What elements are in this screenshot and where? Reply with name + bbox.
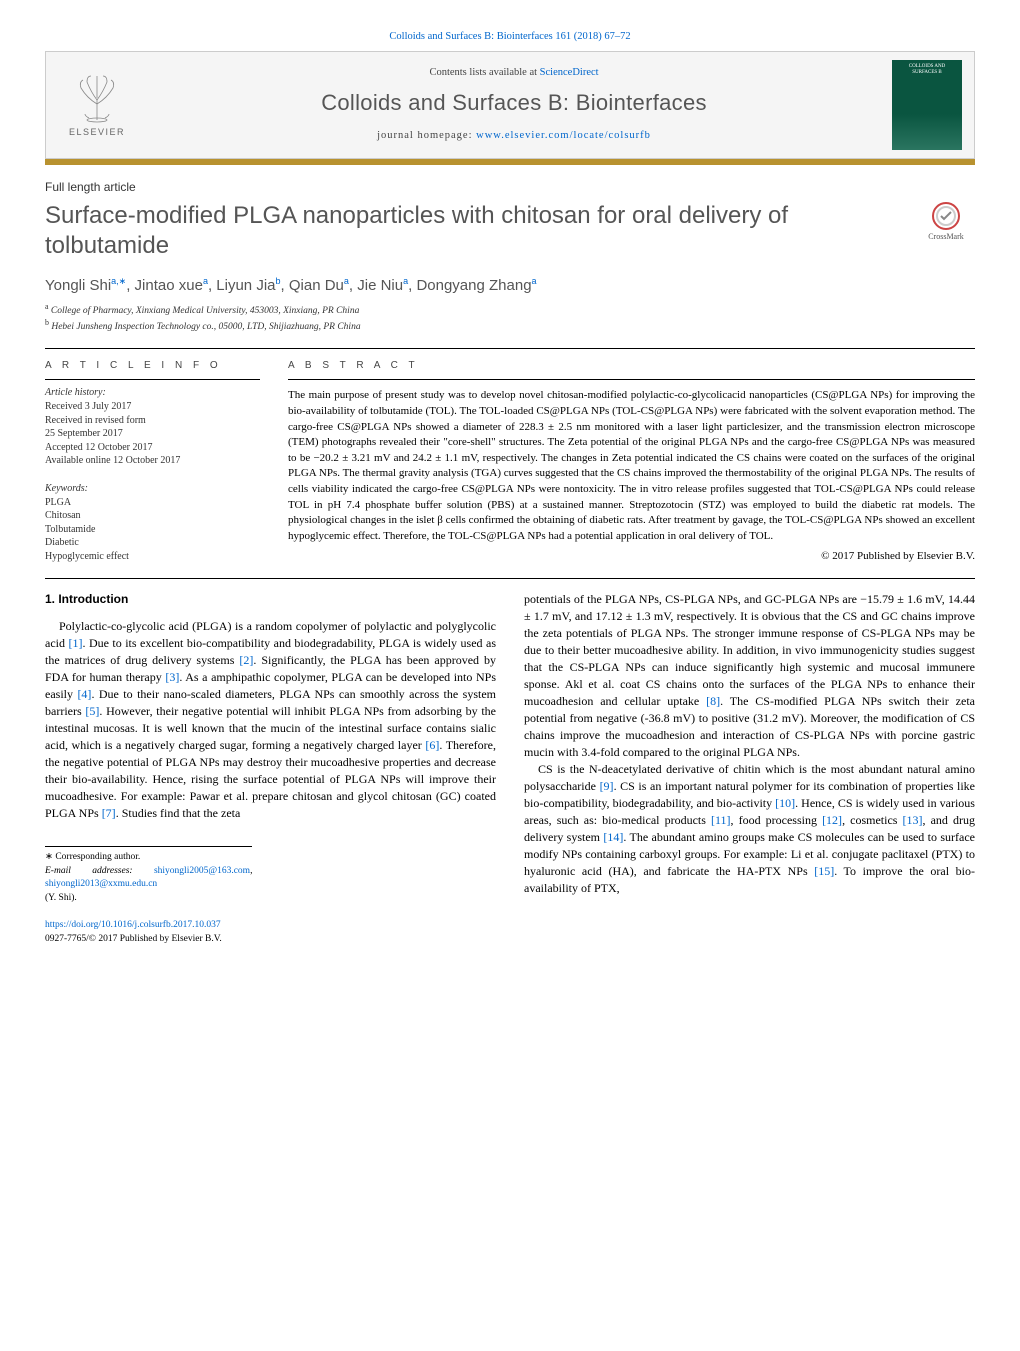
- elsevier-label: ELSEVIER: [69, 126, 125, 139]
- keywords-heading: Keywords:: [45, 482, 260, 496]
- article-title: Surface-modified PLGA nanoparticles with…: [45, 201, 903, 261]
- sciencedirect-link[interactable]: ScienceDirect: [540, 67, 599, 78]
- body-right-para-1: potentials of the PLGA NPs, CS-PLGA NPs,…: [524, 591, 975, 761]
- email-label: E-mail addresses:: [45, 866, 154, 876]
- journal-reference: Colloids and Surfaces B: Biointerfaces 1…: [45, 30, 975, 45]
- abstract-heading: A B S T R A C T: [288, 359, 975, 373]
- email-2[interactable]: shiyongli2013@xxmu.edu.cn: [45, 879, 157, 889]
- doi-line: https://doi.org/10.1016/j.colsurfb.2017.…: [45, 919, 496, 932]
- page: Colloids and Surfaces B: Biointerfaces 1…: [0, 0, 1020, 986]
- corresponding-author: ∗ Corresponding author.: [45, 851, 252, 864]
- header-center: Contents lists available at ScienceDirec…: [150, 66, 878, 144]
- body-left-column: 1. Introduction Polylactic-co-glycolic a…: [45, 591, 496, 946]
- contents-line: Contents lists available at ScienceDirec…: [150, 66, 878, 81]
- abstract-divider: [288, 379, 975, 380]
- email-name: (Y. Shi).: [45, 892, 252, 905]
- crossmark-label: CrossMark: [928, 231, 964, 242]
- journal-reference-link[interactable]: Colloids and Surfaces B: Biointerfaces 1…: [389, 31, 630, 42]
- article-info-column: A R T I C L E I N F O Article history: R…: [45, 359, 260, 563]
- info-divider: [45, 379, 260, 380]
- history-lines: Received 3 July 2017Received in revised …: [45, 400, 260, 468]
- journal-header: ELSEVIER Contents lists available at Sci…: [45, 51, 975, 159]
- body-left-para: Polylactic-co-glycolic acid (PLGA) is a …: [45, 618, 496, 822]
- copyright: © 2017 Published by Elsevier B.V.: [288, 549, 975, 564]
- crossmark-badge[interactable]: CrossMark: [917, 201, 975, 243]
- body-right-para-2: CS is the N-deacetylated derivative of c…: [524, 761, 975, 897]
- keywords-block: Keywords: PLGAChitosanTolbutamideDiabeti…: [45, 482, 260, 564]
- title-row: Surface-modified PLGA nanoparticles with…: [45, 201, 975, 261]
- authors: Yongli Shia,∗, Jintao xuea, Liyun Jiab, …: [45, 275, 975, 296]
- body-columns: 1. Introduction Polylactic-co-glycolic a…: [45, 591, 975, 946]
- cover-text: COLLOIDS AND SURFACES B: [896, 64, 958, 76]
- info-abstract-row: A R T I C L E I N F O Article history: R…: [45, 359, 975, 563]
- footnotes: ∗ Corresponding author. E-mail addresses…: [45, 846, 252, 905]
- doi-link[interactable]: https://doi.org/10.1016/j.colsurfb.2017.…: [45, 920, 221, 930]
- keywords-list: PLGAChitosanTolbutamideDiabeticHypoglyce…: [45, 496, 260, 564]
- homepage-prefix: journal homepage:: [377, 130, 476, 141]
- article-type: Full length article: [45, 179, 975, 196]
- color-bar: [45, 159, 975, 165]
- journal-cover-thumb: COLLOIDS AND SURFACES B: [892, 60, 962, 150]
- email-1[interactable]: shiyongli2005@163.com: [154, 866, 250, 876]
- divider-bottom: [45, 578, 975, 579]
- homepage-link[interactable]: www.elsevier.com/locate/colsurfb: [476, 130, 651, 141]
- abstract-column: A B S T R A C T The main purpose of pres…: [288, 359, 975, 563]
- divider-top: [45, 348, 975, 349]
- history-heading: Article history:: [45, 386, 260, 400]
- elsevier-logo: ELSEVIER: [58, 66, 136, 144]
- affiliations: a College of Pharmacy, Xinxiang Medical …: [45, 302, 975, 334]
- section-1-heading: 1. Introduction: [45, 591, 496, 608]
- homepage-line: journal homepage: www.elsevier.com/locat…: [150, 129, 878, 144]
- body-right-column: potentials of the PLGA NPs, CS-PLGA NPs,…: [524, 591, 975, 946]
- elsevier-tree-icon: [67, 70, 127, 124]
- email-line: E-mail addresses: shiyongli2005@163.com,…: [45, 865, 252, 892]
- journal-title: Colloids and Surfaces B: Biointerfaces: [150, 88, 878, 119]
- contents-prefix: Contents lists available at: [429, 67, 539, 78]
- crossmark-icon: [931, 201, 961, 231]
- article-info-heading: A R T I C L E I N F O: [45, 359, 260, 373]
- abstract-text: The main purpose of present study was to…: [288, 388, 975, 544]
- issn-line: 0927-7765/© 2017 Published by Elsevier B…: [45, 933, 496, 946]
